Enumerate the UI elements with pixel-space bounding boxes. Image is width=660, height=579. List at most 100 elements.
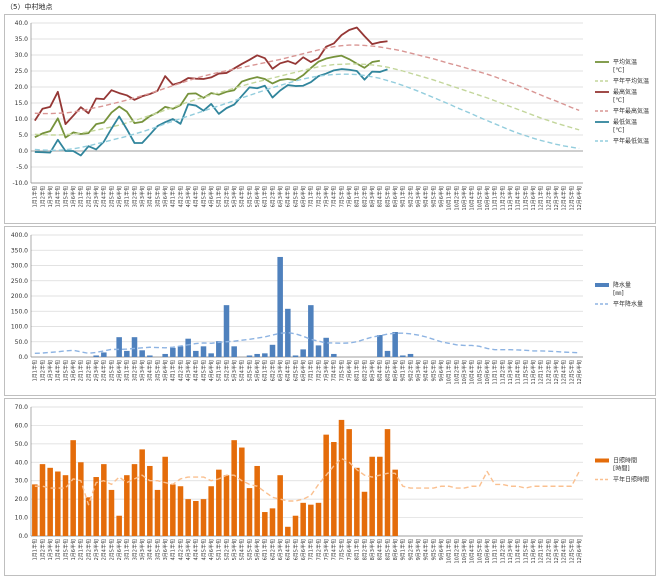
y-tick-label: 60.0	[15, 422, 29, 429]
bar	[70, 440, 76, 536]
x-tick-label: 10月1半旬	[446, 186, 453, 211]
x-tick-label: 11月2半旬	[499, 539, 506, 564]
x-tick-label: 6月5半旬	[292, 539, 299, 560]
x-tick-label: 2月4半旬	[101, 539, 108, 560]
x-tick-label: 7月3半旬	[323, 360, 330, 381]
x-tick-label: 4月1半旬	[170, 360, 177, 381]
bar	[62, 475, 69, 536]
x-tick-label: 1月6半旬	[70, 186, 77, 207]
bar	[93, 477, 99, 536]
x-tick-label: 5月4半旬	[239, 539, 246, 560]
bar	[338, 419, 345, 536]
sunshine-chart-panel: 0.0 10.0 20.0 30.0 40.0 50.0 60.0 70.0 1月1半旬 1月2半…	[4, 398, 656, 576]
x-tick-label: 2月2半旬	[85, 539, 92, 560]
bar	[254, 465, 260, 536]
x-tick-label: 3月6半旬	[162, 539, 169, 560]
series-line	[34, 68, 388, 157]
x-tick-label: 11月3半旬	[507, 186, 514, 211]
x-tick-label: 9月6半旬	[438, 186, 445, 207]
x-tick-label: 2月5半旬	[108, 186, 115, 207]
x-tick-label: 9月5半旬	[430, 539, 437, 560]
x-tick-label: 7月4半旬	[331, 360, 338, 381]
bar	[223, 305, 230, 357]
bar	[292, 355, 299, 357]
y-tick-label: 5.0	[18, 132, 28, 139]
x-tick-label: 3月5半旬	[154, 539, 161, 560]
bar	[101, 464, 107, 536]
x-tick-label: 3月2半旬	[131, 539, 138, 560]
x-tick-label: 12月2半旬	[545, 539, 552, 564]
x-tick-label: 1月3半旬	[47, 539, 54, 560]
x-tick-label: 1月3半旬	[47, 360, 54, 381]
x-tick-label: 2月1半旬	[78, 539, 85, 560]
x-tick-label: 12月3半旬	[553, 539, 560, 564]
y-tick-label: 0.0	[18, 148, 28, 155]
y-tick-label: 40.0	[15, 459, 29, 466]
bar	[101, 352, 107, 357]
x-tick-label: 5月5半旬	[246, 186, 253, 207]
bar	[269, 508, 276, 536]
bar	[277, 475, 283, 536]
x-tick-label: 6月6半旬	[300, 539, 307, 560]
x-tick-label: 11月4半旬	[515, 360, 522, 385]
bar	[124, 350, 130, 357]
bar	[108, 489, 115, 536]
x-tick-label: 9月4半旬	[423, 360, 430, 381]
x-tick-label: 4月3半旬	[185, 539, 192, 560]
x-tick-label: 11月3半旬	[507, 360, 514, 385]
x-tick-label: 12月2半旬	[545, 360, 552, 385]
x-tick-label: 11月1半旬	[492, 186, 499, 211]
bar	[400, 355, 406, 357]
x-tick-label: 7月6半旬	[346, 360, 353, 381]
bar	[254, 353, 260, 357]
x-tick-label: 4月6半旬	[208, 360, 215, 381]
x-tick-label: 5月6半旬	[254, 186, 261, 207]
x-tick-label: 7月2半旬	[315, 360, 322, 381]
x-tick-label: 12月4半旬	[561, 539, 568, 564]
series-line	[34, 331, 580, 355]
y-tick-label: 15.0	[15, 100, 29, 107]
bar	[177, 486, 184, 536]
bar	[85, 497, 92, 536]
y-tick-label: 40.0	[15, 20, 29, 27]
x-tick-label: 6月3半旬	[277, 360, 284, 381]
x-tick-label: 4月5半旬	[200, 186, 207, 207]
bar	[354, 467, 360, 536]
bar	[392, 331, 398, 357]
y-tick-label: 400.0	[11, 232, 28, 239]
x-tick-label: 3月6半旬	[162, 186, 169, 207]
precipitation-chart: 0.0 50.0 100.0 150.0 200.0 250.0 300.0 350.0 400…	[11, 232, 643, 385]
y-tick-label: 20.0	[15, 496, 29, 503]
x-tick-label: 5月3半旬	[231, 186, 238, 207]
bar	[208, 353, 214, 357]
x-tick-label: 4月2半旬	[177, 186, 184, 207]
x-tick-label: 1月1半旬	[32, 539, 39, 560]
x-tick-label: 1月5半旬	[62, 539, 69, 560]
x-tick-label: 10月1半旬	[446, 539, 453, 564]
x-tick-label: 4月3半旬	[185, 360, 192, 381]
bar	[162, 353, 168, 357]
x-tick-label: 5月1半旬	[216, 186, 223, 207]
x-tick-label: 4月3半旬	[185, 186, 192, 207]
bar	[193, 500, 199, 536]
x-tick-label: 1月4半旬	[55, 539, 62, 560]
bar	[331, 442, 337, 536]
x-tick-label: 8月5半旬	[384, 360, 391, 381]
bar	[269, 344, 276, 357]
x-tick-label: 3月1半旬	[124, 186, 131, 207]
x-tick-label: 2月6半旬	[116, 539, 123, 560]
y-tick-label: 10.0	[15, 116, 29, 123]
temperature-chart: -10.0 -5.0 0.0 5.0 10.0 15.0 20.0 25.0 30.0 35.0 4…	[12, 20, 649, 211]
x-tick-label: 6月5半旬	[292, 360, 299, 381]
legend-label: 平年降水量	[613, 300, 643, 308]
x-tick-label: 3月4半旬	[147, 360, 154, 381]
x-tick-label: 8月1半旬	[354, 539, 361, 560]
x-tick-label: 5月4半旬	[239, 186, 246, 207]
x-tick-label: 5月2半旬	[223, 539, 230, 560]
precipitation-chart-panel: 0.0 50.0 100.0 150.0 200.0 250.0 300.0 350.0 400…	[4, 226, 656, 396]
x-tick-label: 1月6半旬	[70, 360, 77, 381]
y-tick-label: 20.0	[15, 84, 29, 91]
x-tick-label: 5月2半旬	[223, 186, 230, 207]
x-tick-label: 6月6半旬	[300, 186, 307, 207]
x-tick-label: 3月5半旬	[154, 186, 161, 207]
